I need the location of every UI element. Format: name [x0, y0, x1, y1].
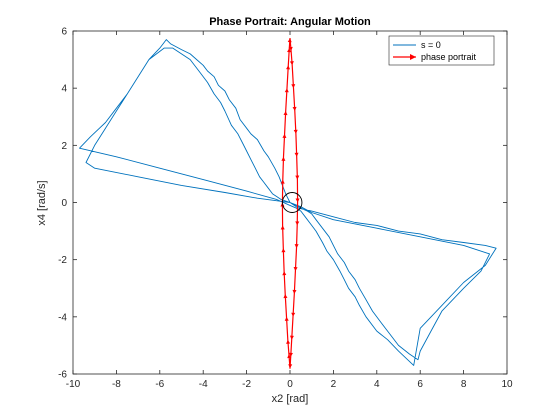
- series-line-s0: [79, 39, 497, 366]
- legend: s = 0 phase portrait: [388, 35, 495, 66]
- phase-portrait-arrow-marker: [295, 198, 300, 203]
- phase-portrait-arrow-marker: [286, 339, 291, 344]
- series-layer: [79, 38, 497, 369]
- phase-portrait-arrow-marker: [294, 244, 299, 249]
- phase-portrait-arrow-marker: [295, 221, 300, 226]
- x-tick-label: -6: [155, 379, 164, 390]
- x-tick-label: 8: [461, 379, 467, 390]
- phase-portrait-arrow-marker: [287, 48, 292, 53]
- phase-portrait-arrow-marker: [291, 84, 296, 89]
- x-tick-label: 2: [331, 379, 337, 390]
- phase-portrait-arrow-marker: [289, 61, 294, 66]
- y-tick-label: 0: [61, 198, 67, 209]
- phase-portrait-arrow-marker: [283, 294, 288, 299]
- phase-portrait-arrow-marker: [292, 106, 297, 111]
- phase-portrait-arrow-marker: [282, 271, 287, 276]
- phase-portrait-arrow-marker: [287, 38, 292, 43]
- x-tick-label: 10: [501, 379, 513, 390]
- phase-portrait-arrow-marker: [295, 175, 300, 180]
- annotation-layer: [281, 192, 303, 213]
- y-tick-label: -2: [58, 255, 67, 266]
- y-tick-label: -4: [58, 312, 67, 323]
- phase-portrait-arrow-marker: [284, 88, 289, 93]
- x-tick-label: 4: [374, 379, 380, 390]
- y-tick-label: -6: [58, 370, 67, 381]
- x-tick-label: -10: [66, 379, 81, 390]
- phase-portrait-arrow-marker: [288, 364, 293, 369]
- x-tick-label: -4: [199, 379, 208, 390]
- x-axis-label: x2 [rad]: [272, 393, 309, 405]
- phase-portrait-arrow-marker: [287, 354, 292, 359]
- legend-label-phase-portrait: phase portrait: [421, 52, 477, 62]
- phase-portrait-arrow-marker: [284, 316, 289, 321]
- phase-portrait-arrow-marker: [282, 133, 287, 138]
- y-axis-label: x4 [rad/s]: [36, 180, 48, 225]
- phase-portrait-arrow-marker: [291, 312, 296, 317]
- y-tick-label: 4: [61, 84, 67, 95]
- legend-label-s0: s = 0: [421, 40, 441, 50]
- x-tick-label: -8: [112, 379, 121, 390]
- phase-portrait-arrow-marker: [288, 46, 293, 51]
- phase-portrait-arrow-marker: [288, 352, 293, 357]
- legend-arrow-icon: [410, 54, 416, 60]
- phase-portrait-arrow-marker: [294, 152, 299, 157]
- origin-circle-annotation: [281, 192, 303, 213]
- x-tick-label: -2: [242, 379, 251, 390]
- phase-portrait-arrow-marker: [293, 129, 298, 134]
- y-tick-label: 6: [61, 27, 67, 38]
- phase-portrait-arrow-marker: [281, 156, 286, 161]
- x-tick-label: 6: [417, 379, 423, 390]
- phase-portrait-arrow-marker: [280, 225, 285, 230]
- legend-box: [388, 35, 495, 66]
- phase-portrait-arrow-marker: [289, 335, 294, 340]
- phase-portrait-arrow-marker: [283, 111, 288, 116]
- y-tick-label: 2: [61, 141, 67, 152]
- tick-layer: -10 -8 -6 -4 -2 0 2 4 6 8 10 -6 -4 -2 0 2 4 6: [58, 27, 513, 391]
- phase-portrait-arrow-marker: [293, 267, 298, 272]
- phase-portrait-arrow-marker: [280, 179, 285, 184]
- phase-portrait-arrow-marker: [286, 65, 291, 70]
- x-tick-label: 0: [287, 379, 293, 390]
- phase-portrait-arrow-marker: [292, 289, 297, 294]
- phase-portrait-arrow-marker: [281, 248, 286, 253]
- chart-title: Phase Portrait: Angular Motion: [209, 16, 371, 28]
